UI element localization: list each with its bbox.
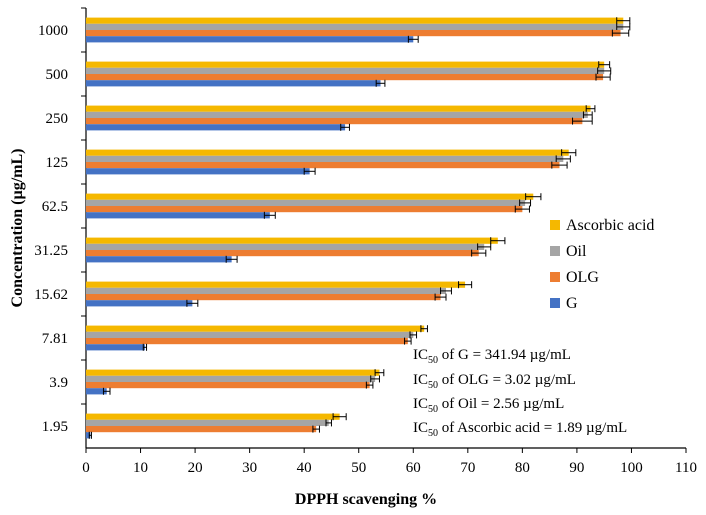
bar-ascorbic-acid — [86, 193, 534, 200]
y-tick-label: 125 — [46, 155, 69, 171]
bar-ascorbic-acid — [86, 369, 380, 376]
bar-oil — [86, 287, 446, 294]
bar-oil — [86, 111, 588, 118]
bar-oil — [86, 199, 526, 206]
bar-olg — [86, 250, 479, 257]
y-tick-label: 500 — [46, 67, 69, 83]
x-tick-label: 40 — [297, 460, 312, 476]
x-tick-label: 30 — [242, 460, 257, 476]
bar-oil — [86, 375, 376, 382]
bar-olg — [86, 162, 560, 169]
y-tick-label: 3.9 — [49, 375, 68, 391]
legend-swatch-olg — [550, 272, 560, 282]
legend-label-g: G — [566, 295, 578, 312]
x-tick-label: 20 — [188, 460, 203, 476]
bar-olg — [86, 382, 370, 389]
bar-ascorbic-acid — [86, 149, 569, 156]
x-tick-label: 90 — [569, 460, 584, 476]
bar-oil — [86, 331, 414, 338]
bar-olg — [86, 294, 441, 301]
x-tick-label: 110 — [675, 460, 697, 476]
x-tick-label: 60 — [406, 460, 421, 476]
bar-olg — [86, 338, 408, 345]
bar-ascorbic-acid — [86, 17, 624, 24]
bar-g — [86, 124, 346, 131]
bar-olg — [86, 206, 523, 213]
y-tick-label: 7.81 — [42, 331, 68, 347]
bar-olg — [86, 74, 604, 81]
bar-g — [86, 344, 145, 351]
y-tick-label: 62.5 — [42, 199, 68, 215]
bar-oil — [86, 155, 564, 162]
legend-label-oil: Oil — [566, 243, 587, 260]
bar-oil — [86, 419, 329, 426]
x-tick-label: 0 — [82, 460, 90, 476]
x-tick-label: 70 — [460, 460, 475, 476]
bar-ascorbic-acid — [86, 281, 466, 288]
legend-swatch-g — [550, 298, 560, 308]
ic50-annotation-ascorbic-acid: IC50 of Ascorbic acid = 1.89 µg/mL — [413, 420, 628, 439]
ic50-annotation-olg: IC50 of OLG = 3.02 µg/mL — [413, 372, 576, 391]
x-tick-label: 10 — [133, 460, 148, 476]
x-tick-label: 80 — [515, 460, 530, 476]
x-axis-title: DPPH scavenging % — [295, 491, 437, 508]
bar-olg — [86, 426, 317, 433]
bar-ascorbic-acid — [86, 325, 425, 332]
legend-swatch-ascorbic-acid — [550, 220, 560, 230]
y-tick-label: 250 — [46, 111, 69, 127]
bar-ascorbic-acid — [86, 61, 605, 68]
bar-g — [86, 388, 107, 395]
bar-g — [86, 80, 381, 87]
y-tick-label: 15.62 — [34, 287, 68, 303]
ic50-annotation-oil: IC50 of Oil = 2.56 µg/mL — [413, 396, 565, 415]
bar-g — [86, 212, 270, 219]
x-tick-label: 50 — [351, 460, 366, 476]
bar-g — [86, 300, 193, 307]
bar-g — [86, 36, 414, 43]
bar-ascorbic-acid — [86, 413, 340, 420]
bar-g — [86, 432, 91, 439]
legend-label-ascorbic-acid: Ascorbic acid — [566, 217, 654, 234]
legend-label-olg: OLG — [566, 269, 599, 286]
bar-olg — [86, 118, 583, 125]
ic50-annotation-g: IC50 of G = 341.94 µg/mL — [413, 347, 571, 366]
y-axis-title: Concentration (µg/mL) — [9, 149, 26, 308]
bar-olg — [86, 30, 621, 37]
bar-oil — [86, 67, 605, 74]
bar-ascorbic-acid — [86, 105, 591, 112]
x-tick-label: 100 — [620, 460, 643, 476]
y-tick-label: 1.95 — [42, 419, 68, 435]
bar-g — [86, 256, 232, 263]
bar-oil — [86, 23, 624, 30]
bar-g — [86, 168, 310, 175]
legend-swatch-oil — [550, 246, 560, 256]
y-tick-label: 31.25 — [34, 243, 68, 259]
y-tick-label: 1000 — [38, 23, 68, 39]
bar-oil — [86, 243, 485, 250]
bar-ascorbic-acid — [86, 237, 498, 244]
